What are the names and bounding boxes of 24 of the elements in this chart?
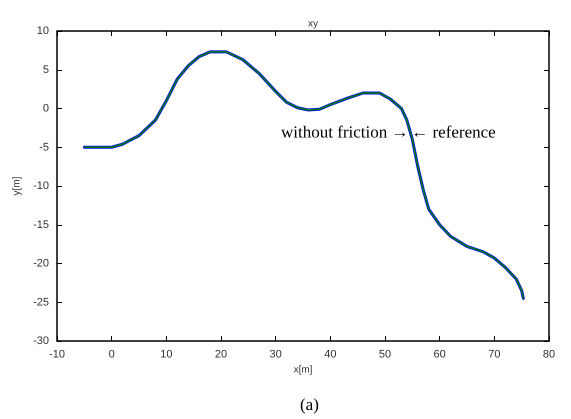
y-tick-label: 0: [42, 102, 49, 114]
x-tick-label: 10: [160, 348, 172, 360]
x-tick-label: 50: [378, 348, 392, 360]
y-tick-label: -10: [33, 180, 49, 192]
x-axis-title: x[m]: [294, 364, 313, 376]
x-tick-label: 30: [270, 348, 282, 360]
y-tick-label: -25: [33, 296, 49, 308]
text: (a): [300, 395, 319, 414]
x-tick-label: 60: [434, 348, 446, 360]
x-tick-label: 0: [108, 348, 115, 360]
x-tick-label: 70: [488, 348, 500, 360]
y-tick-label: -5: [39, 141, 49, 154]
x-tick-label: 40: [324, 348, 336, 360]
y-tick-label: -30: [33, 335, 49, 347]
y-tick-label: 10: [36, 25, 49, 37]
annotation: without friction →: [281, 122, 409, 142]
y-tick-label: -20: [33, 258, 49, 270]
x-tick-label: 80: [542, 348, 556, 360]
chart-title: xy: [308, 18, 318, 30]
y-axis-title: y[m]: [12, 176, 23, 196]
y-tick-label: 5: [42, 64, 49, 76]
y-tick-label: -15: [33, 218, 49, 231]
x-tick-label: 20: [214, 348, 228, 360]
annotation: ← reference: [411, 122, 496, 142]
